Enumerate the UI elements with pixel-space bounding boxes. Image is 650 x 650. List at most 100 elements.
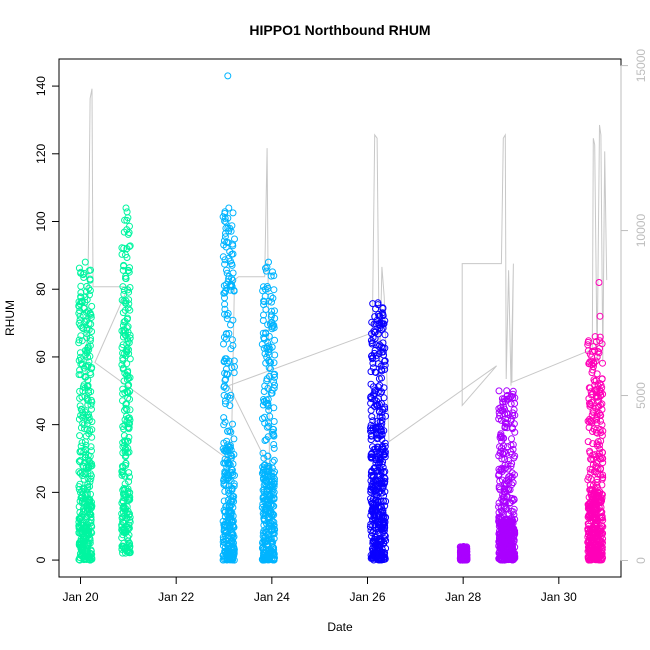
data-point [377, 477, 385, 485]
data-point [224, 474, 232, 482]
data-point [88, 302, 96, 310]
data-point [119, 283, 127, 291]
data-point [596, 488, 604, 496]
data-point [78, 337, 86, 345]
data-point [268, 311, 276, 319]
data-point [86, 506, 94, 514]
data-point [261, 292, 269, 300]
data-point [367, 424, 374, 432]
data-point [375, 321, 383, 328]
data-point [597, 391, 605, 399]
data-point [84, 483, 92, 491]
data-point [118, 523, 126, 531]
data-point [120, 244, 128, 252]
data-point [598, 406, 606, 413]
data-point [86, 275, 94, 283]
data-point [270, 378, 278, 386]
data-point [229, 553, 236, 561]
data-point [220, 289, 228, 297]
data-point [588, 511, 596, 519]
data-point [83, 513, 91, 521]
data-point [498, 511, 506, 519]
series-5-cluster-1 [584, 333, 607, 564]
data-point [119, 423, 127, 430]
data-point [367, 477, 375, 485]
data-point [75, 523, 83, 531]
data-point [265, 419, 273, 427]
data-point [81, 459, 88, 467]
data-point [368, 507, 376, 515]
data-point [595, 349, 603, 357]
data-point [593, 463, 601, 471]
data-point [500, 395, 508, 403]
data-point [118, 510, 126, 518]
data-point [373, 417, 381, 425]
data-point [87, 396, 95, 404]
data-point [597, 453, 605, 461]
data-point [221, 376, 229, 384]
data-point [227, 507, 234, 515]
data-point [377, 423, 385, 431]
data-point [585, 384, 593, 392]
data-point [381, 478, 389, 485]
data-point [369, 521, 377, 529]
data-point [124, 286, 132, 294]
data-point [220, 414, 228, 422]
data-point [226, 282, 234, 290]
data-point [371, 368, 379, 376]
x-tick-label: Jan 24 [254, 590, 290, 604]
data-point [79, 413, 87, 421]
data-point [376, 454, 384, 462]
data-point [84, 343, 92, 351]
data-point [76, 349, 84, 357]
data-point [507, 507, 515, 515]
data-point [219, 533, 227, 541]
data-point [598, 421, 606, 429]
data-point [379, 312, 387, 320]
data-point [260, 454, 268, 462]
data-point [373, 517, 381, 525]
data-point [589, 490, 597, 498]
data-point [222, 400, 229, 408]
data-point [269, 268, 276, 276]
data-point [85, 430, 93, 438]
data-point [456, 543, 464, 551]
data-point [221, 487, 229, 495]
data-point [460, 555, 468, 563]
data-point [119, 309, 127, 317]
data-point [505, 473, 513, 481]
data-point [498, 468, 506, 475]
data-point [509, 555, 517, 563]
data-point [377, 537, 385, 545]
data-point [88, 498, 95, 506]
data-point [586, 447, 594, 455]
data-point [120, 286, 128, 294]
data-point [225, 272, 233, 280]
data-point [75, 468, 83, 476]
data-point [589, 481, 597, 489]
data-point [258, 340, 266, 348]
series-4-cluster-1 [456, 543, 471, 564]
data-point [270, 494, 278, 502]
data-point [227, 498, 235, 506]
data-point [500, 518, 508, 526]
data-point [587, 555, 595, 563]
data-point [376, 458, 384, 466]
data-point [367, 512, 375, 519]
series-3-cluster-1 [366, 299, 390, 564]
data-point [586, 486, 594, 494]
data-point [122, 460, 130, 467]
data-point [595, 449, 603, 457]
data-point [498, 464, 506, 472]
data-point [81, 392, 89, 400]
data-point [122, 299, 129, 307]
data-point [262, 264, 269, 272]
data-point [271, 351, 279, 359]
data-point [225, 489, 233, 497]
y2-tick-label: 5000 [634, 382, 648, 409]
data-point [76, 387, 84, 395]
data-point [495, 405, 503, 413]
data-point [259, 401, 267, 409]
data-point [227, 321, 234, 329]
data-point [270, 404, 278, 412]
